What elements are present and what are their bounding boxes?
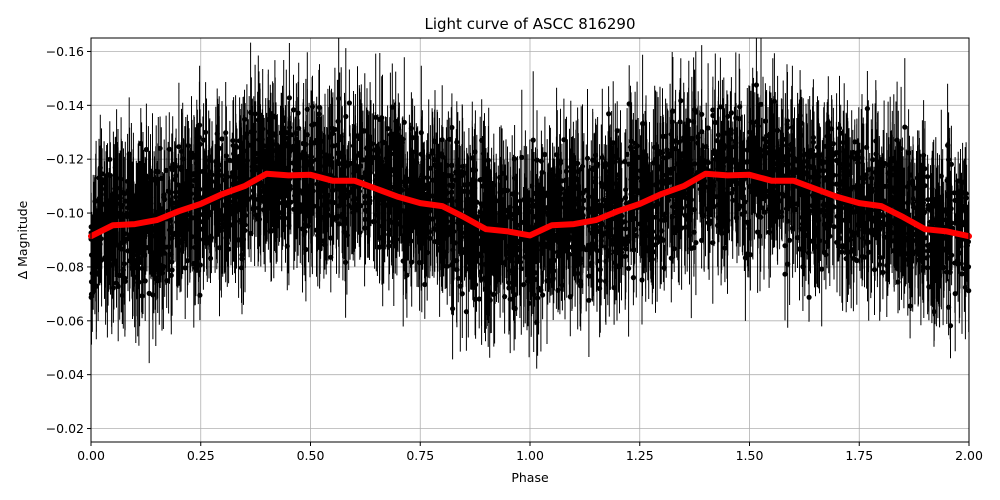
y-tick-label: −0.08: [46, 259, 84, 274]
x-tick-label: 0.50: [297, 448, 325, 463]
x-tick-label: 1.00: [516, 448, 544, 463]
x-tick-label: 2.00: [955, 448, 983, 463]
chart-title: Light curve of ASCC 816290: [425, 15, 636, 33]
x-tick-label: 0.00: [77, 448, 105, 463]
y-tick-label: −0.10: [46, 206, 84, 221]
x-tick-label: 1.75: [845, 448, 873, 463]
y-tick-label: −0.14: [46, 98, 84, 113]
y-tick-label: −0.04: [46, 367, 84, 382]
plot-area: [88, 37, 972, 443]
x-tick-label: 1.25: [626, 448, 654, 463]
x-tick-label: 0.25: [187, 448, 215, 463]
x-axis-label: Phase: [511, 470, 549, 485]
y-tick-label: −0.12: [46, 152, 84, 167]
y-axis-ticks: −0.16 −0.14 −0.12 −0.10 −0.08 −0.06 −0.04 −0.02: [46, 44, 91, 436]
binned-curve-line: [88, 170, 972, 240]
x-axis-ticks: 0.00 0.25 0.50 0.75 1.00 1.25 1.50 1.75 2.00: [77, 442, 983, 463]
y-tick-label: −0.16: [46, 44, 84, 59]
y-tick-label: −0.06: [46, 313, 84, 328]
x-tick-label: 1.50: [736, 448, 764, 463]
observation-points: [88, 38, 972, 369]
y-tick-label: −0.02: [46, 421, 84, 436]
y-axis-label: Δ Magnitude: [15, 200, 30, 279]
x-tick-label: 0.75: [406, 448, 434, 463]
